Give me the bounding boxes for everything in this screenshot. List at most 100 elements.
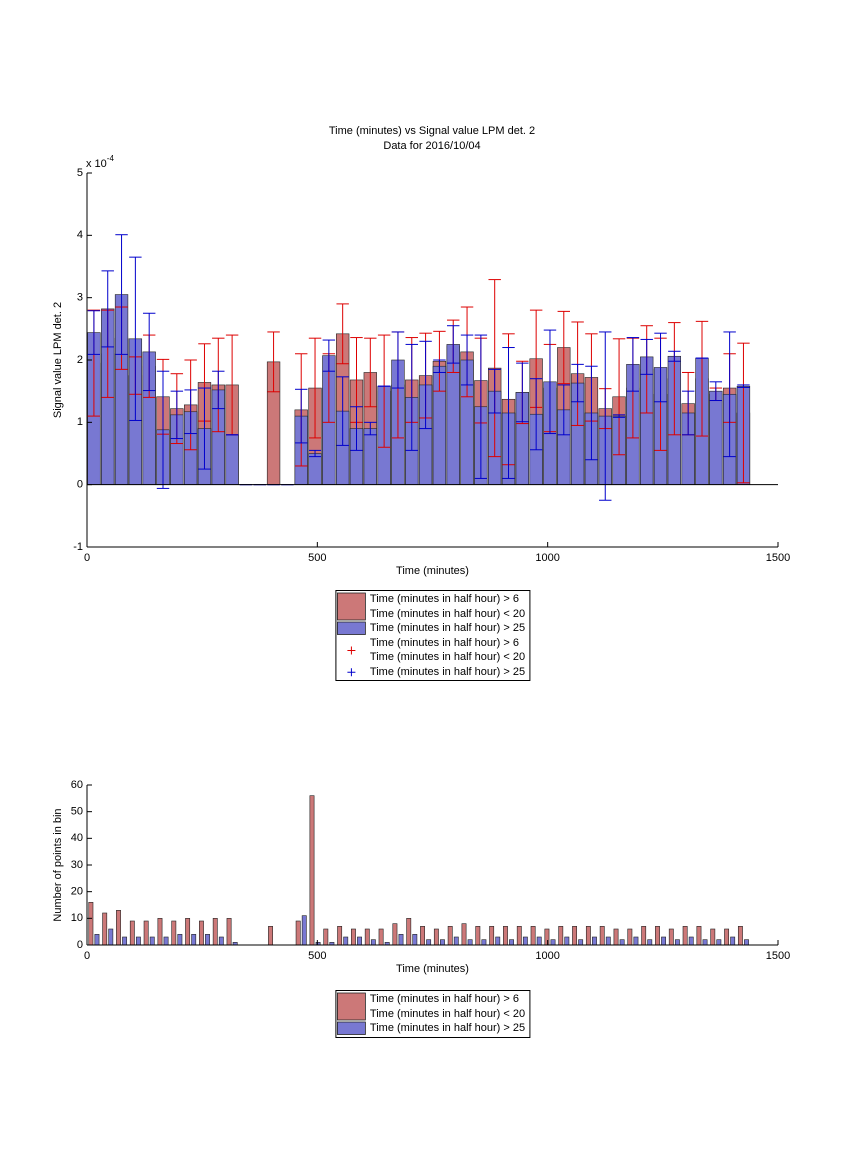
legend-label: Time (minutes in half hour) > 25 [369,622,526,634]
bar [116,910,121,946]
error-bar [723,331,736,458]
bar [702,939,708,946]
error-bar [502,347,515,479]
bar [503,926,508,946]
error-bar [612,414,626,418]
legend-entry: Time (minutes in half hour) > 6 Time (mi… [336,636,525,665]
bar [337,926,343,946]
bar [655,926,660,946]
error-bar [516,362,529,423]
legend-entry: Time (minutes in half hour) > 25 [336,621,525,636]
bar [453,936,459,946]
bar [157,918,163,946]
bar [619,939,625,946]
chart-subtitle: Data for 2016/10/04 [383,140,480,152]
legend-swatch [336,592,366,621]
y-scale-exponent: -4 [107,154,115,163]
y-tick-label: -1 [73,541,83,553]
y-axis-label: Signal value LPM det. 2 [52,302,64,418]
bar [737,926,743,946]
x-tick-label: 1000 [535,552,559,564]
bar [412,934,418,946]
x-tick-label: 1500 [766,552,790,564]
error-bar [447,325,460,364]
bar [688,936,694,946]
bar [647,939,653,946]
bar [426,939,432,946]
error-bar [668,322,681,436]
error-bar [599,331,612,501]
y-tick-label: 2 [77,354,83,366]
error-bar [364,337,377,408]
x-tick-label: 500 [308,950,326,962]
x-tick-label: 0 [84,552,90,564]
error-bar [695,320,709,437]
bar [226,918,232,946]
error-bar [654,332,667,403]
bar [433,928,439,946]
bar [108,928,114,946]
bar [495,936,501,946]
bar [378,928,384,946]
bar [364,928,370,946]
bar [212,918,218,946]
legend-entry: Time (minutes in half hour) > 6 Time (mi… [336,992,525,1021]
error-bar [640,338,653,375]
bar [475,926,481,946]
error-bar [308,449,322,458]
legend-bar-swatch [336,1021,366,1035]
bar [558,926,564,946]
error-bar [156,370,170,489]
bar [398,934,404,946]
legend-swatch [346,646,355,654]
bar [440,939,445,946]
bar [308,453,322,485]
error-bar [405,343,418,451]
bar [509,939,514,946]
error-bar [142,312,156,392]
bar [481,939,487,946]
bar [633,936,639,946]
error-bar [322,339,336,372]
error-bar [364,421,377,436]
bar [716,939,722,946]
y-tick-label: 0 [77,939,83,951]
error-bar [668,350,681,362]
bar [724,928,730,946]
bar [301,915,307,946]
bar [191,934,197,946]
bar [599,926,605,946]
bar [710,928,716,946]
bar [218,936,224,946]
bar [185,918,191,946]
legend-entry: Time (minutes in half hour) > 25 [336,1021,525,1036]
legend-swatch [336,1021,366,1035]
bar [143,920,149,946]
error-bar [419,340,432,430]
bar [668,928,674,946]
bar [544,928,550,946]
bar [149,936,155,946]
error-bar [543,329,557,435]
y-tick-label: 40 [71,832,83,844]
bar [323,928,329,946]
bar [641,926,647,946]
error-bar [626,337,640,392]
bar [613,928,619,946]
error-bar [101,270,114,348]
x-axis-label: Time (minutes) [396,963,469,975]
y-tick-label: 30 [71,859,83,871]
legend-bar-swatch [336,621,366,635]
x-tick-label: 500 [308,552,326,564]
bar [516,926,522,946]
error-bar [529,378,543,451]
y-tick-label: 50 [71,806,83,818]
error-bar [488,279,501,458]
bar [94,934,100,946]
legend-bar-swatch [336,992,366,1021]
error-bar [350,406,363,451]
bar [420,926,425,946]
bar [550,939,556,946]
bar [171,920,177,946]
legend: Time (minutes in half hour) > 6 Time (mi… [334,990,531,1038]
